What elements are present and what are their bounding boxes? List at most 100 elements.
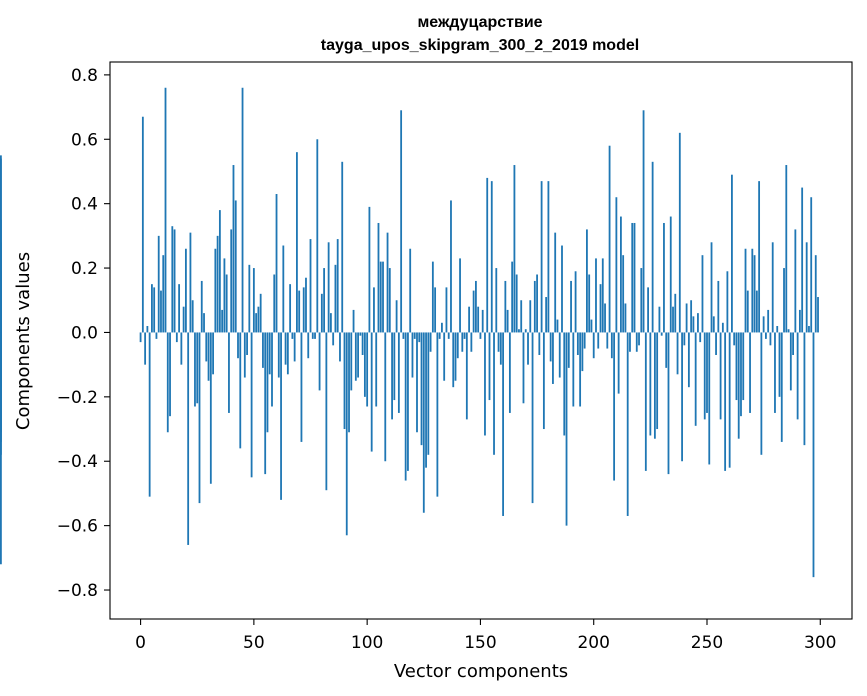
bar-155 xyxy=(490,181,493,333)
bar-56 xyxy=(266,332,269,433)
bar-229 xyxy=(658,306,661,333)
bar-29 xyxy=(205,332,208,362)
bar-134 xyxy=(443,332,446,381)
bar-38 xyxy=(225,274,228,333)
bar-74 xyxy=(307,332,310,359)
bar-285 xyxy=(785,165,788,333)
bar-272 xyxy=(755,290,758,333)
bar-92 xyxy=(348,332,350,433)
bar-296 xyxy=(810,197,813,333)
bar-21 xyxy=(187,332,190,545)
bar-282 xyxy=(778,332,781,397)
x-tick-label: 200 xyxy=(577,633,609,653)
bar-194 xyxy=(579,332,582,407)
bar-170 xyxy=(524,329,527,333)
bar-86 xyxy=(334,264,337,333)
bar-225 xyxy=(649,332,652,436)
bar-175 xyxy=(536,274,538,333)
bar-161 xyxy=(504,280,507,333)
x-tick-label: 0 xyxy=(135,633,146,653)
bar-81 xyxy=(323,268,326,333)
bar-273 xyxy=(758,181,761,333)
bar-80 xyxy=(320,293,323,333)
bar-49 xyxy=(250,332,253,478)
bar-184 xyxy=(556,319,559,333)
bar-148 xyxy=(475,280,477,333)
bar-6 xyxy=(153,287,156,333)
bar-138 xyxy=(452,332,455,388)
bar-50 xyxy=(252,268,255,333)
bar-144 xyxy=(465,332,468,420)
bar-172 xyxy=(529,300,532,333)
bar-89 xyxy=(341,161,344,333)
x-tick-label: 300 xyxy=(804,633,836,653)
bar-207 xyxy=(608,145,611,333)
bar-262 xyxy=(733,332,736,346)
bar-189 xyxy=(567,332,570,368)
bar-256 xyxy=(719,332,722,420)
bar-132 xyxy=(438,332,441,339)
bar-264 xyxy=(737,332,740,439)
y-tick-label: −0.4 xyxy=(57,452,98,472)
bar-164 xyxy=(511,261,514,333)
bar-31 xyxy=(209,332,212,484)
bar-224 xyxy=(647,287,649,333)
bar-63 xyxy=(282,245,285,333)
bar-126 xyxy=(425,332,427,468)
bar-156 xyxy=(493,332,495,455)
bar-37 xyxy=(223,258,226,333)
bar-107 xyxy=(382,261,384,333)
bar-100 xyxy=(366,332,369,407)
plot-frame xyxy=(109,61,853,620)
bar-93 xyxy=(350,332,353,391)
bar-41 xyxy=(232,165,235,333)
bar-122 xyxy=(416,332,418,433)
bar-200 xyxy=(592,332,595,359)
bar-269 xyxy=(749,332,751,413)
bar-177 xyxy=(540,181,543,333)
bar-52 xyxy=(257,306,260,333)
bar-84 xyxy=(329,313,332,333)
bar-2 xyxy=(144,332,147,365)
bar-226 xyxy=(651,161,654,333)
bar-118 xyxy=(407,332,409,471)
bar-79 xyxy=(318,332,321,391)
bar-195 xyxy=(581,332,584,372)
bar-280 xyxy=(774,332,776,413)
bar-219 xyxy=(635,332,638,352)
bar-128 xyxy=(429,332,432,352)
bar-15 xyxy=(173,229,176,333)
bar-290 xyxy=(796,332,799,420)
bar-42 xyxy=(234,200,237,333)
bar-77 xyxy=(314,332,316,339)
bar-188 xyxy=(565,332,568,526)
bar-231 xyxy=(663,222,665,333)
y-axis-ticks: −0.8 −0.6 −0.4 −0.2 0.0 0.2 0.4 0.6 0.8 xyxy=(57,66,110,601)
bar-25 xyxy=(196,332,199,404)
bar-167 xyxy=(518,329,520,333)
bar-143 xyxy=(463,332,466,339)
bar-275 xyxy=(762,316,765,333)
bar-135 xyxy=(445,287,448,333)
bar-227 xyxy=(653,332,656,439)
bar-150 xyxy=(479,332,482,339)
bar-203 xyxy=(599,284,602,333)
bar-152 xyxy=(484,332,486,436)
bar-244 xyxy=(692,316,695,333)
bar-undefined xyxy=(0,280,2,333)
bar-258 xyxy=(724,332,727,471)
bar-55 xyxy=(264,332,267,475)
bar-191 xyxy=(572,332,575,407)
bar-8 xyxy=(157,235,160,333)
x-tick-label: 150 xyxy=(464,633,496,653)
bar-43 xyxy=(237,332,239,359)
bar-94 xyxy=(352,309,355,333)
bar-70 xyxy=(298,290,301,333)
bar-36 xyxy=(221,309,224,333)
bar-220 xyxy=(638,332,640,346)
bar-120 xyxy=(411,332,414,378)
bar-141 xyxy=(459,258,461,333)
bar-216 xyxy=(629,332,631,352)
bar-182 xyxy=(552,332,554,384)
